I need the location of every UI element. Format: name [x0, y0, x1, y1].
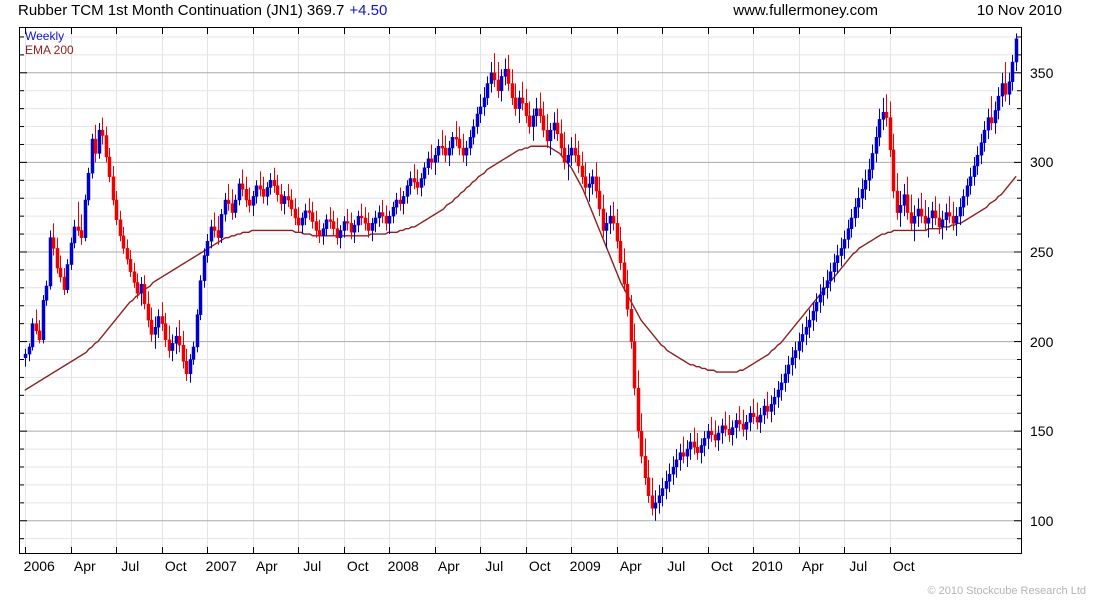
x-axis-tick-label: Apr [255, 558, 278, 574]
y-axis-tick-label: 300 [1030, 154, 1054, 171]
major-gridlines [20, 72, 1021, 522]
x-axis-tick-label: Apr [73, 558, 96, 574]
x-axis-tick-label: Oct [528, 558, 551, 574]
y-axis-tick-label: 100 [1030, 512, 1054, 529]
x-axis: 2006 Apr Jul Oct 2007 Apr Jul Oct 2008 Apr Jul Oct 2… [19, 558, 1022, 580]
x-axis-tick-label: 2008 [387, 558, 419, 574]
x-axis-tick-label: Jul [121, 558, 140, 574]
candles [23, 33, 1019, 521]
candlestick-plot [20, 28, 1021, 553]
last-price: 369.7 [306, 2, 345, 19]
as-of-date: 10 Nov 2010 [976, 2, 1062, 19]
y-axis-tick-label: 350 [1030, 64, 1054, 81]
x-axis-tick-label: Apr [437, 558, 460, 574]
x-axis-tick-label: Jul [667, 558, 686, 574]
y-axis-tick-label: 250 [1030, 243, 1054, 260]
y-axis: 100 150 200 250 300 350 [1030, 27, 1100, 554]
x-axis-tick-label: Oct [892, 558, 915, 574]
x-axis-tick-label: Jul [303, 558, 322, 574]
x-axis-tick-label: Jul [849, 558, 868, 574]
x-axis-tick-label: Oct [346, 558, 369, 574]
instrument-name: Rubber TCM 1st Month Continuation (JN1) [18, 2, 303, 19]
copyright-notice: © 2010 Stockcube Research Ltd [927, 585, 1086, 597]
x-axis-tick-label: Oct [164, 558, 187, 574]
x-axis-tick-label: 2009 [569, 558, 601, 574]
x-axis-tick-label: Apr [801, 558, 824, 574]
plot-frame [19, 27, 1022, 554]
ema-200-line [24, 145, 1017, 391]
site-url[interactable]: www.fullermoney.com [733, 2, 878, 19]
x-axis-tick-label: Apr [619, 558, 642, 574]
x-axis-tick-label: 2006 [23, 558, 55, 574]
x-axis-tick-label: Oct [710, 558, 733, 574]
axis-ticks [20, 28, 1021, 553]
y-axis-tick-label: 150 [1030, 423, 1054, 440]
x-axis-tick-label: 2007 [205, 558, 237, 574]
x-axis-tick-label: 2010 [751, 558, 783, 574]
y-axis-tick-label: 200 [1030, 333, 1054, 350]
x-axis-tick-label: Jul [485, 558, 504, 574]
price-change: +4.50 [349, 2, 388, 19]
instrument-title-block: Rubber TCM 1st Month Continuation (JN1) 3… [18, 2, 387, 19]
price-chart[interactable]: Weekly EMA 200 [19, 27, 1022, 554]
chart-header: Rubber TCM 1st Month Continuation (JN1) 3… [0, 0, 1100, 26]
